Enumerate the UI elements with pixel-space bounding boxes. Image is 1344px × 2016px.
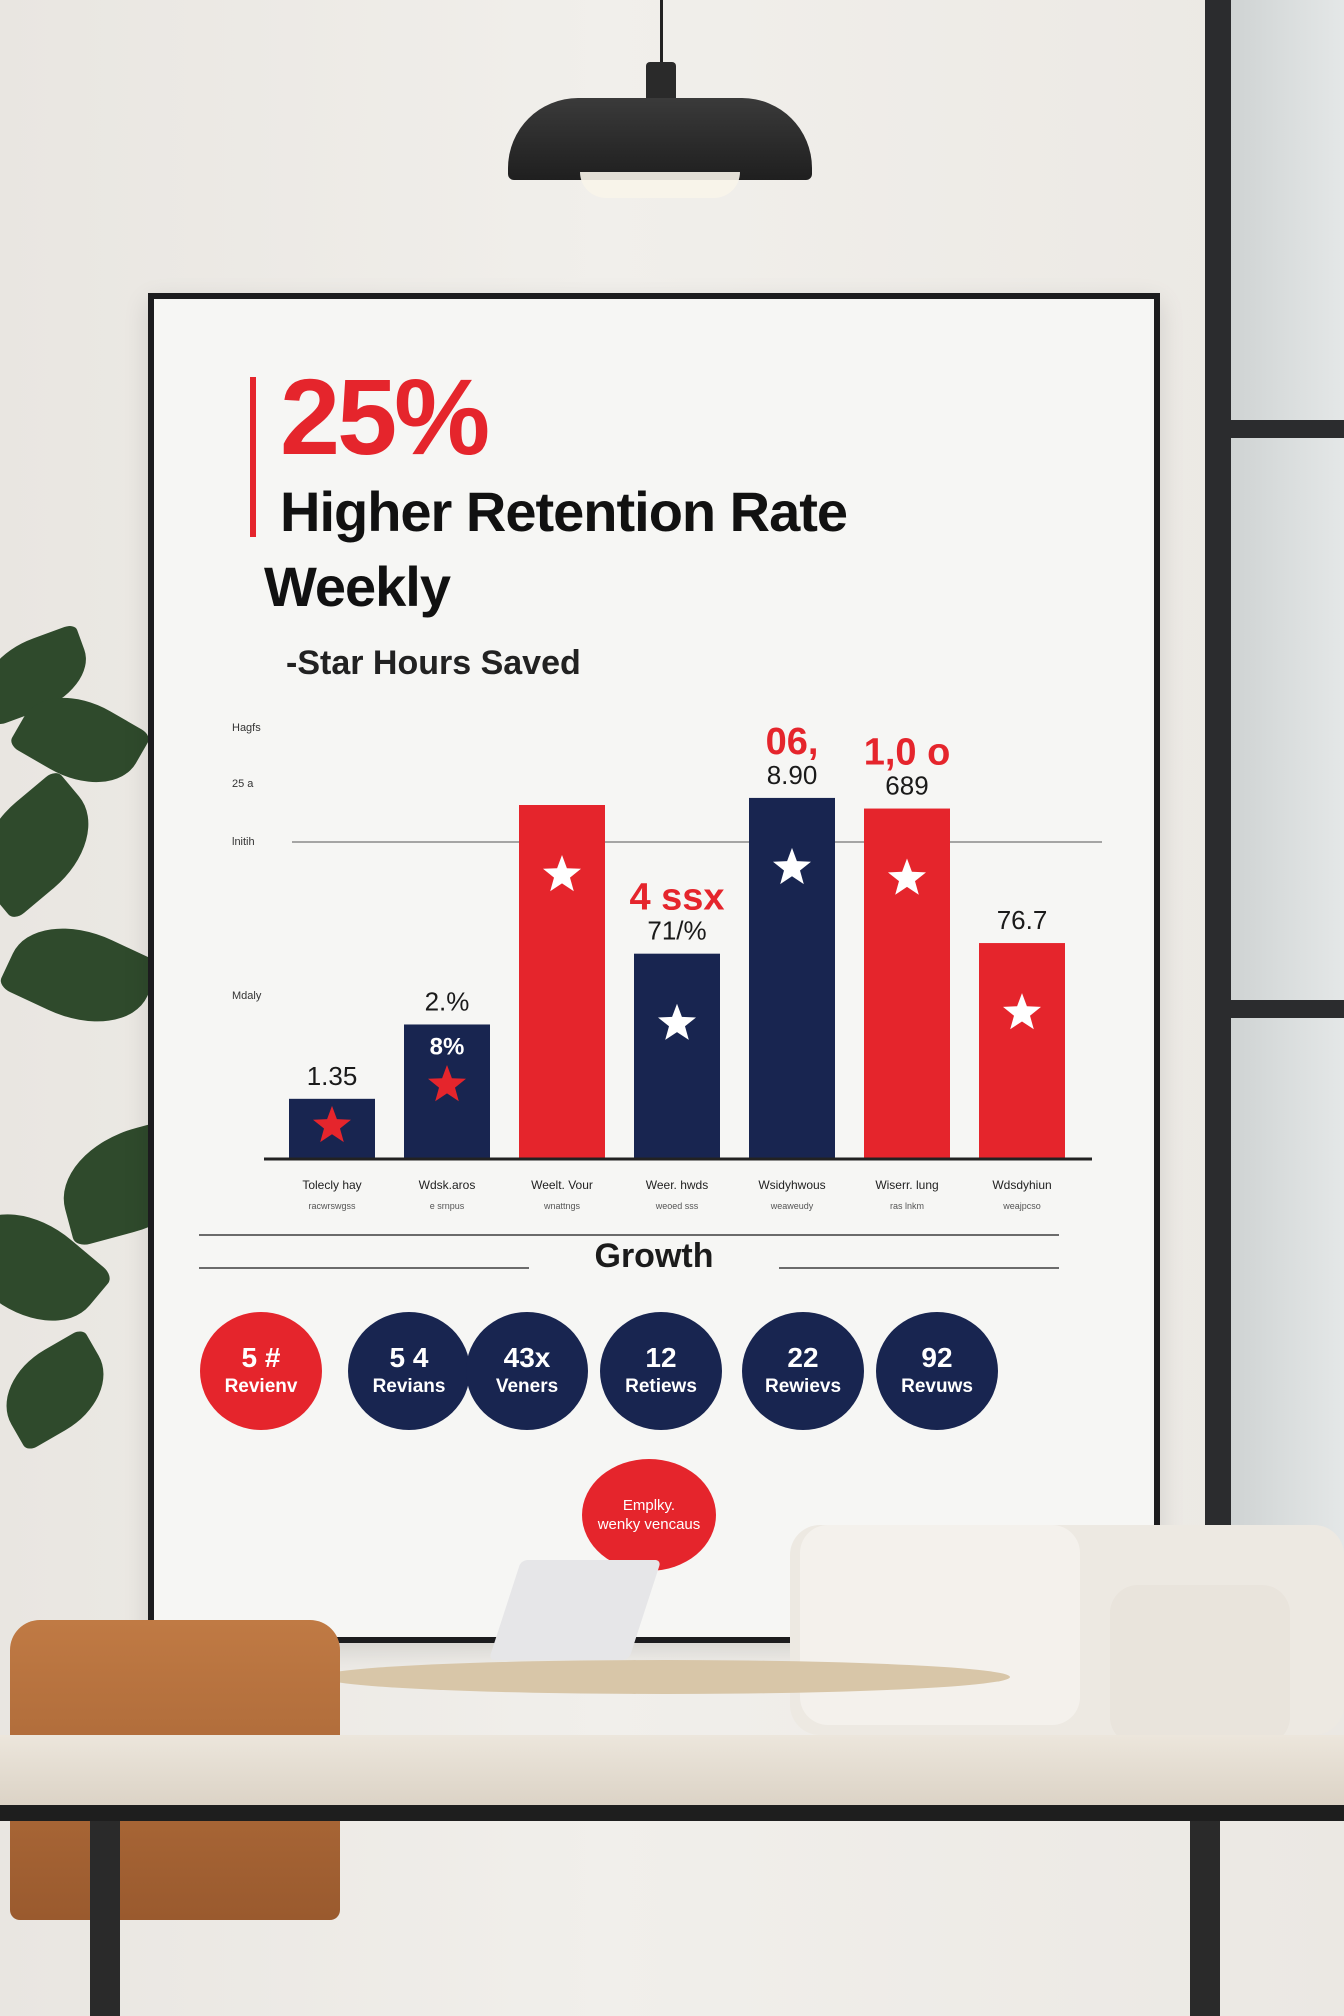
chart-title: -Star Hours Saved [286,644,581,682]
stat-value: 22 [787,1342,819,1373]
bar-top-label: 4 ssx [629,877,724,919]
bar-top-label: 06, [766,721,819,763]
window [1205,0,1344,1620]
stat-circle: 5 4 Revians [348,1312,470,1430]
x-tick-sublabel: racwrswgss [308,1201,356,1211]
x-tick-label: Tolecly hay [302,1178,361,1192]
x-tick-label: Wdsk.aros [419,1178,476,1192]
stat-label: Veners [495,1376,559,1397]
table-leg [1190,1821,1220,2016]
lamp-cord [660,0,663,70]
star-icon [313,1105,351,1143]
bar-value-label: 689 [885,771,928,801]
growth-label: Growth [594,1237,714,1275]
y-tick-label: lnitih [232,836,255,848]
x-tick-sublabel: weaweudy [770,1201,814,1211]
x-tick-label: Wiserr. lung [875,1178,938,1192]
speech-bubble: Emplky. wenky vencaus [582,1459,716,1571]
stat-label: Rewievs [764,1376,842,1397]
bar-top-label: 1,0 o [864,732,951,774]
bar-chart: Hagfs 25 a lnitih Mdaly 1.35 Tolecly hay racwr… [232,721,1102,1211]
x-tick-sublabel: e srnpus [430,1201,465,1211]
stat-label: Revuws [901,1376,973,1397]
x-tick-label: Weer. hwds [646,1178,708,1192]
x-tick-label: Weelt. Vour [531,1178,593,1192]
stat-value: 5 4 [389,1342,429,1373]
bar [634,953,720,1159]
bubble-line-2: wenky vencaus [597,1516,701,1533]
table-leg [90,1821,120,2016]
bar-value-label: 2.% [425,986,470,1016]
infographic-poster: 25% Higher Retention Rate Weekly -Star H… [148,293,1160,1643]
star-icon [543,855,581,892]
x-tick-sublabel: wnattngs [543,1201,581,1211]
star-icon [888,858,926,895]
stat-value: 12 [645,1342,677,1373]
headline-stat: 25% [280,356,490,477]
x-tick-sublabel: weajpcso [1002,1201,1041,1211]
x-tick-sublabel: weoed sss [655,1201,699,1211]
bar-value-label: 71/% [647,916,706,946]
section-divider [199,1234,1059,1236]
y-tick-label: Mdaly [232,990,262,1002]
x-tick-sublabel: ras lnkm [890,1201,924,1211]
star-icon [773,847,811,885]
bar-inner-label: 8% [430,1033,465,1060]
stat-circle: 22 Rewievs [742,1312,864,1430]
lamp-bulb-glow [580,172,740,198]
star-icon [658,1003,696,1040]
chart-layer: Hagfs 25 a lnitih Mdaly 1.35 Tolecly hay racwr… [232,721,1102,1211]
stat-label: Revienv [224,1376,298,1397]
window-mullion [1205,420,1344,438]
subtitle-line-2: Weekly [264,555,451,618]
bubble-line-1: Emplky. [622,1497,676,1514]
y-tick-label: Hagfs [232,722,261,734]
growth-rule-left [199,1267,529,1269]
stat-value: 5 # [241,1342,281,1373]
star-icon [1003,993,1041,1030]
pillow [800,1525,1080,1725]
lamp-cap [646,62,676,102]
stat-value: 92 [921,1342,953,1373]
stat-circle: 43x Veners [466,1312,588,1430]
growth-rule-right [779,1267,1059,1269]
stat-circle: 5 # Revienv [200,1312,322,1430]
accent-line [250,377,256,537]
bar-value-label: 76.7 [997,905,1048,935]
stat-label: Revians [372,1376,446,1397]
star-icon [428,1065,466,1102]
pendant-lamp [508,98,812,180]
stat-circle: 92 Revuws [876,1312,998,1430]
table-top [0,1735,1344,1805]
bar-value-label: 8.90 [767,760,818,790]
subtitle-line-1: Higher Retention Rate [280,480,848,543]
table-edge [0,1805,1344,1821]
window-mullion [1205,1000,1344,1018]
bar [979,943,1065,1159]
pillow [1110,1585,1290,1745]
x-tick-label: Wsidyhwous [758,1178,825,1192]
stat-label: Retiews [625,1376,697,1397]
y-tick-label: 25 a [232,778,254,790]
bar-value-label: 1.35 [307,1061,358,1091]
stat-value: 43x [503,1342,551,1373]
stat-circle: 12 Retiews [600,1312,722,1430]
round-table [320,1660,1010,1694]
x-tick-label: Wdsdyhiun [992,1178,1051,1192]
